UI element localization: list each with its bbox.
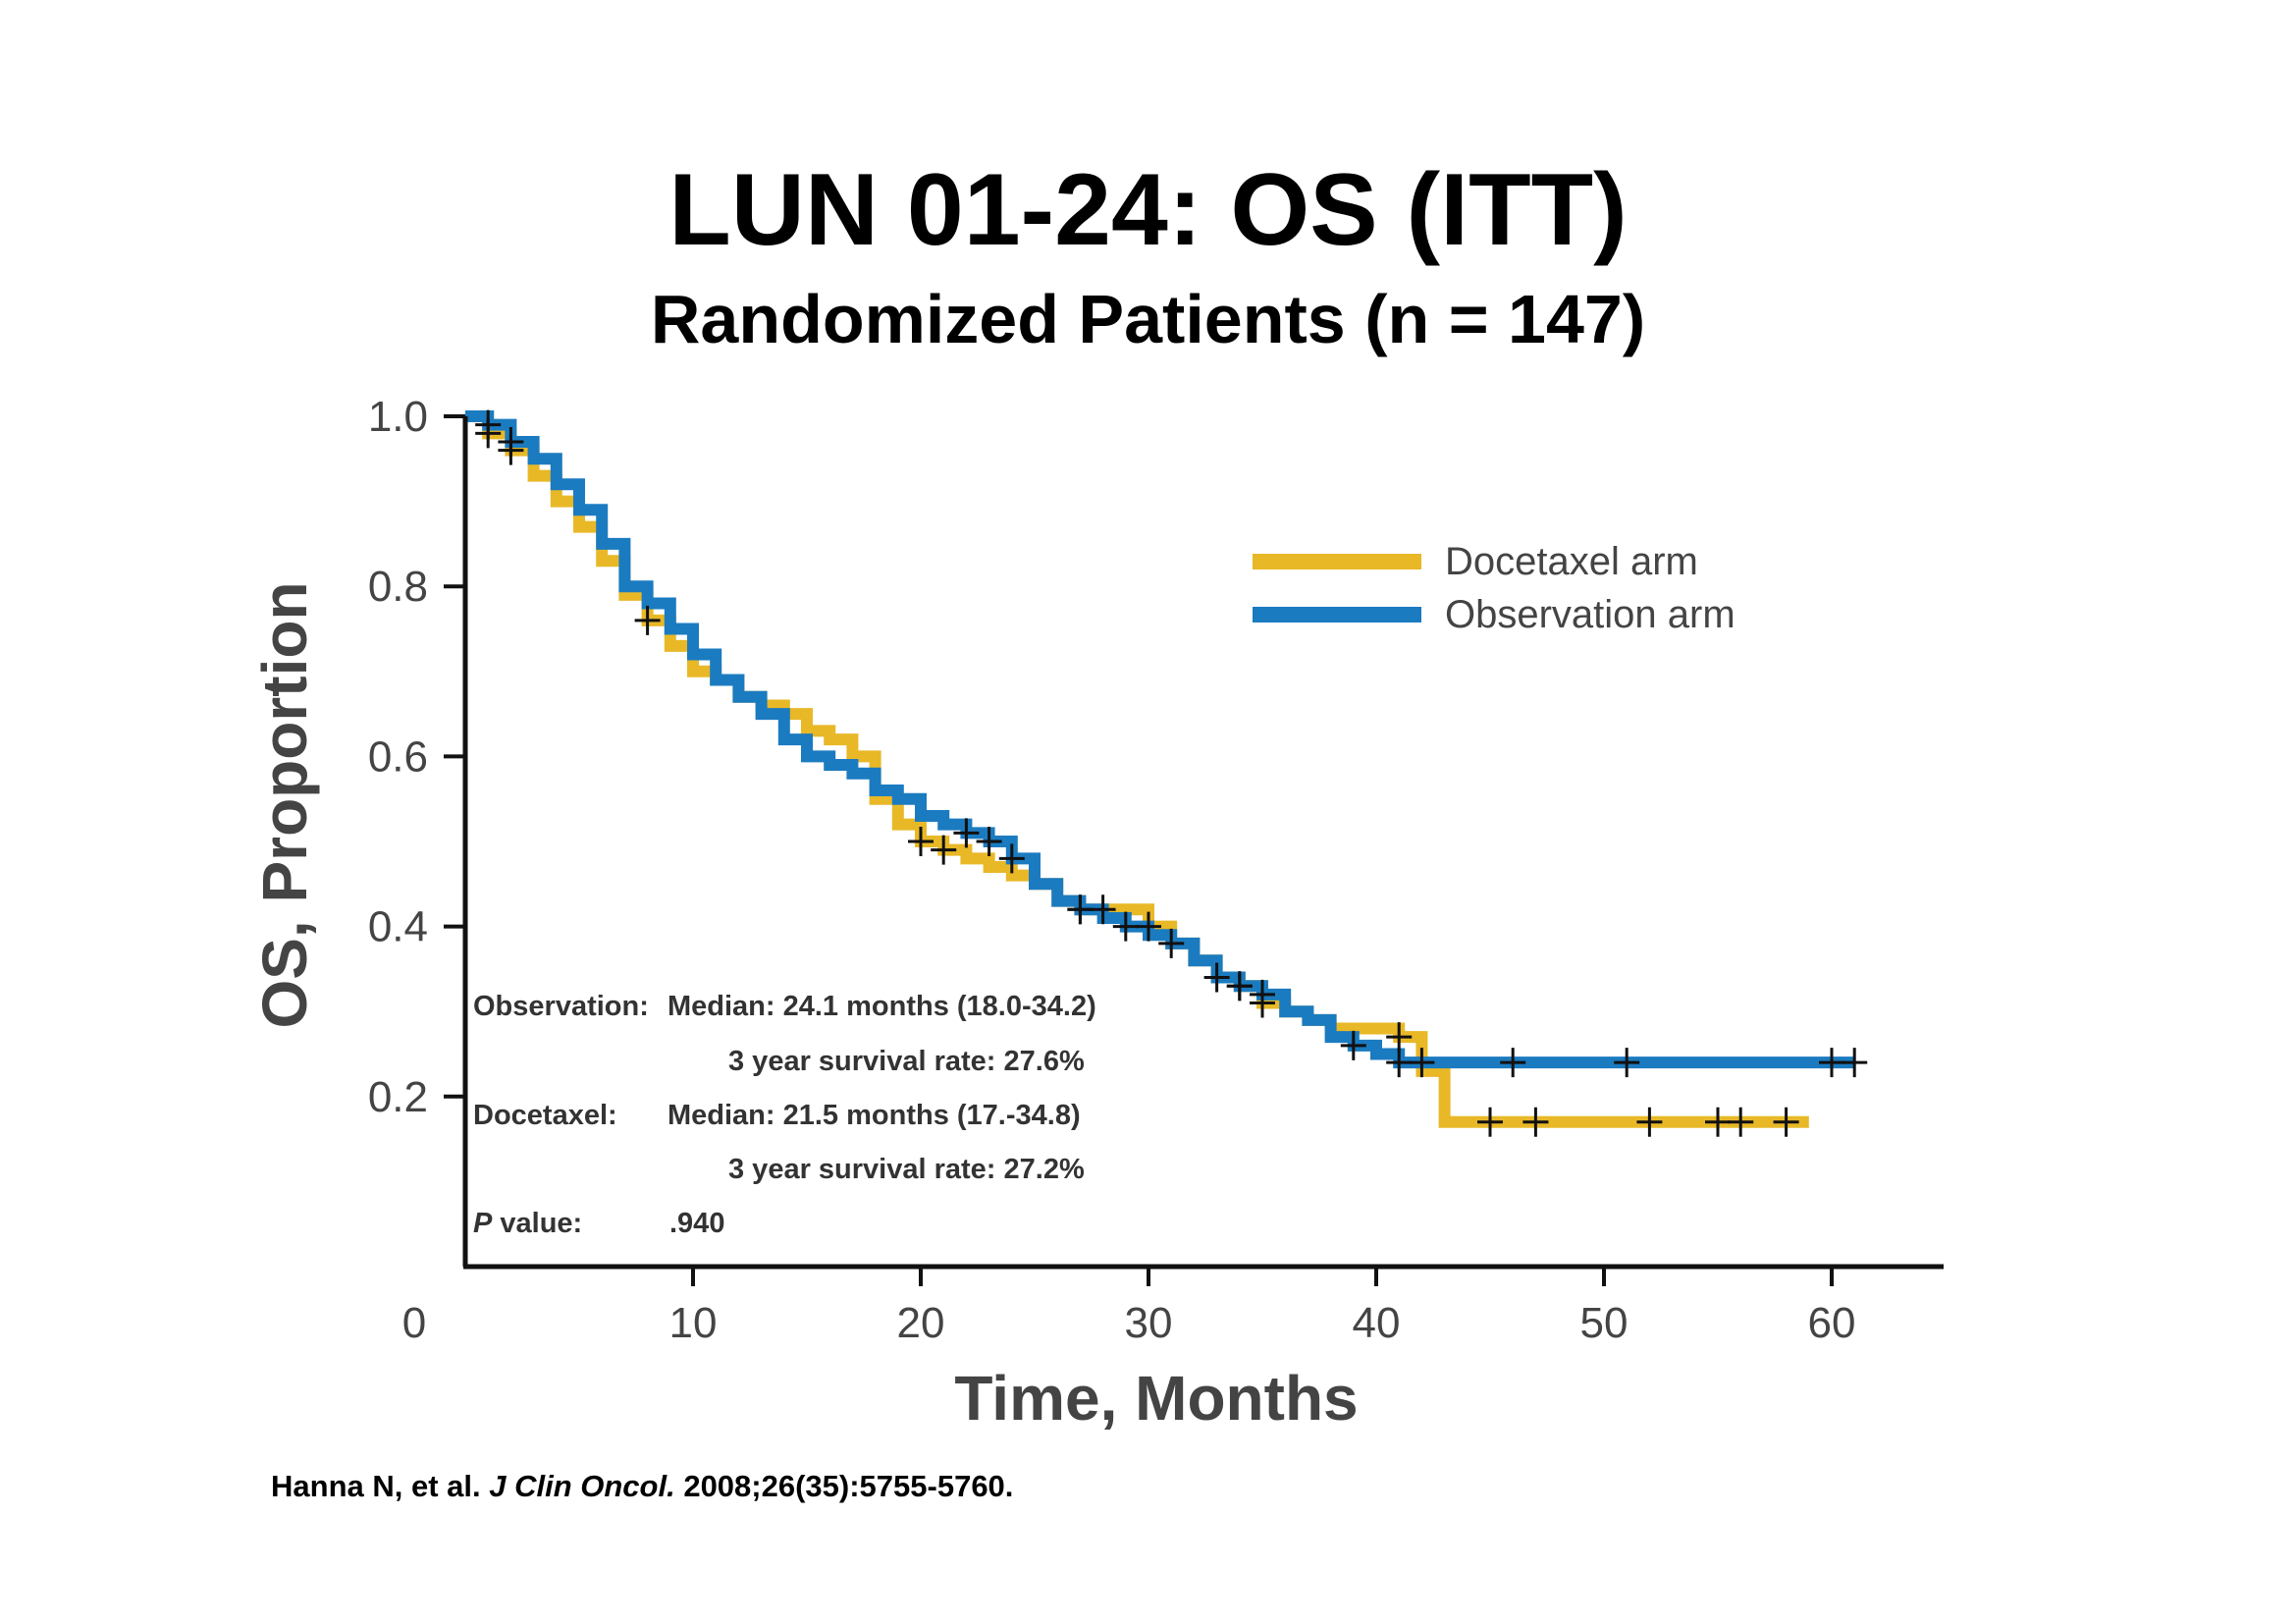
censor-mark [1386, 1048, 1413, 1078]
y-tick-label: 0.4 [368, 903, 428, 951]
y-axis-label: OS, Proportion [249, 581, 320, 1028]
citation: Hanna N, et al. J Clin Oncol. 2008;26(35… [271, 1469, 1013, 1504]
censor-mark [1090, 894, 1116, 925]
censor-layer [475, 409, 1868, 1137]
annotation-observation-3yr: 3 year survival rate: 27.6% [728, 1046, 1085, 1077]
slide-subtitle: Randomized Patients (n = 147) [650, 281, 1646, 357]
censor-mark [1728, 1107, 1754, 1137]
censor-mark [1226, 971, 1253, 1001]
y-tick-label: 0.6 [368, 732, 428, 781]
censor-mark [1136, 911, 1161, 942]
censor-mark [1250, 979, 1275, 1009]
legend-label-docetaxel: Docetaxel arm [1445, 540, 1698, 583]
y-tick-label: 1.0 [368, 393, 428, 441]
x-tick-label: 0 [402, 1299, 426, 1347]
censor-mark [1842, 1048, 1868, 1078]
x-tick-label: 10 [669, 1299, 718, 1347]
censor-mark [1386, 1022, 1413, 1053]
censor-mark [1067, 894, 1094, 925]
annotation-observation-median: Median: 24.1 months (18.0-34.2) [667, 991, 1096, 1022]
censor-mark [1340, 1030, 1366, 1060]
annotation-observation-label: Observation: [473, 991, 649, 1022]
censor-mark [953, 818, 980, 848]
censor-mark [931, 835, 957, 865]
censor-mark [998, 843, 1025, 874]
x-tick-label: 60 [1808, 1299, 1856, 1347]
censor-mark [498, 426, 524, 457]
annotation-pvalue-label: P value: [473, 1208, 582, 1239]
legend: Docetaxel arm Observation arm [1253, 540, 1735, 636]
slide-title: LUN 01-24: OS (ITT) [668, 153, 1628, 267]
stats-annotations: Observation: Median: 24.1 months (18.0-3… [473, 991, 1096, 1239]
y-tick-label: 0.8 [368, 563, 428, 611]
x-tick-label: 20 [897, 1299, 945, 1347]
censor-mark [1477, 1107, 1503, 1137]
citation-details: 2008;26(35):5755-5760. [683, 1469, 1014, 1503]
censor-mark [1773, 1107, 1799, 1137]
x-tick-label: 50 [1580, 1299, 1629, 1347]
censor-mark [1203, 962, 1230, 993]
legend-label-observation: Observation arm [1445, 593, 1735, 636]
y-tick-label: 0.2 [368, 1073, 428, 1121]
censor-mark [1112, 911, 1139, 942]
annotation-docetaxel-label: Docetaxel: [473, 1100, 617, 1131]
citation-authors: Hanna N, et al. [271, 1469, 481, 1503]
censor-mark [1158, 928, 1185, 958]
censor-mark [1705, 1107, 1731, 1137]
annotation-docetaxel-median: Median: 21.5 months (17.-34.8) [667, 1100, 1081, 1131]
series-line-observation [465, 410, 1855, 1069]
censor-mark [1500, 1048, 1526, 1078]
censor-mark [1819, 1048, 1844, 1078]
x-tick-label: 40 [1353, 1299, 1401, 1347]
annotation-pvalue: .940 [669, 1208, 724, 1239]
censor-mark [475, 409, 502, 440]
x-axis-label: Time, Months [954, 1363, 1358, 1434]
censor-mark [976, 827, 1002, 856]
x-tick-label: 30 [1125, 1299, 1173, 1347]
censor-mark [1522, 1107, 1549, 1137]
censor-mark [1614, 1048, 1640, 1078]
censor-mark [908, 827, 934, 856]
ticks-layer: 0.2 0.4 0.6 0.8 1.0 0 10 20 30 40 50 60 [368, 393, 1856, 1347]
censor-mark [1409, 1048, 1435, 1078]
censor-mark [1636, 1107, 1663, 1137]
citation-journal: J Clin Oncol. [489, 1469, 675, 1503]
censor-mark [634, 605, 661, 635]
annotation-docetaxel-3yr: 3 year survival rate: 27.2% [728, 1154, 1085, 1185]
